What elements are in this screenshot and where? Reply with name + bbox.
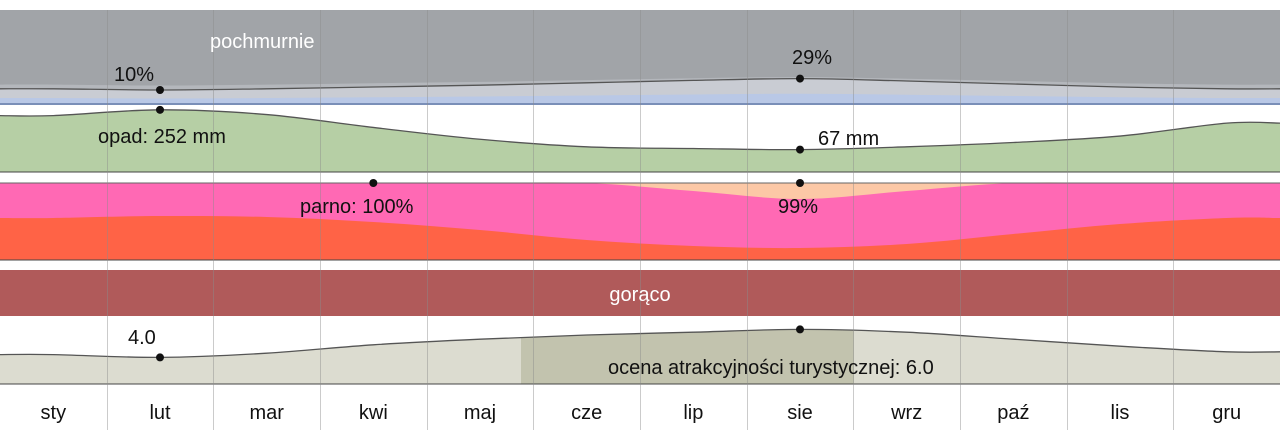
humidity-band — [0, 179, 1280, 261]
humidity-min-label: 99% — [778, 196, 818, 218]
tourism-line — [0, 328, 1280, 359]
month-label-9: paź — [997, 402, 1029, 424]
month-label-4: maj — [464, 402, 496, 424]
tourism-min-label: 4.0 — [128, 327, 156, 349]
precipitation-min-point — [796, 145, 804, 154]
precip-max-label: opad: 252 mm — [98, 126, 226, 148]
precipitation-area — [0, 109, 1280, 172]
humidity-oppressive-area — [0, 215, 1280, 260]
month-label-5: cze — [571, 402, 602, 424]
humidity-max-point — [369, 179, 378, 187]
precipitation-band — [0, 105, 1280, 173]
month-label-8: wrz — [890, 402, 922, 424]
month-label-3: kwi — [359, 402, 388, 424]
month-label-11: gru — [1212, 402, 1241, 424]
month-label-6: lip — [683, 402, 703, 424]
month-label-2: mar — [249, 402, 284, 424]
humidity-min-point — [796, 179, 804, 187]
tourism-max-label: ocena atrakcyjności turystycznej: 6.0 — [608, 357, 934, 379]
clouds-band — [0, 10, 1280, 105]
tourism-max-point — [796, 325, 804, 334]
temperature-hot-area — [0, 270, 1280, 316]
clouds-min-label: 10% — [114, 64, 154, 86]
tourism-min-point — [156, 353, 164, 362]
clouds-max-label: 29% — [792, 47, 832, 69]
month-label-1: lut — [149, 402, 171, 424]
clouds-max-point — [796, 74, 804, 83]
month-label-0: sty — [41, 402, 67, 424]
month-label-10: lis — [1111, 402, 1130, 424]
clouds-line — [0, 77, 1280, 91]
tourism-band — [0, 325, 1280, 385]
humidity-comfortable-area — [0, 182, 1280, 199]
temperature-band-label: gorąco — [609, 284, 670, 306]
month-axis: sty lut mar kwi maj cze lip sie wrz paź lis gru — [41, 402, 1242, 424]
precip-min-label: 67 mm — [818, 128, 879, 150]
clouds-clear-area — [0, 93, 1280, 104]
clouds-min-point — [156, 86, 164, 94]
precipitation-line — [0, 109, 1280, 151]
month-gridlines — [107, 10, 1174, 430]
precipitation-max-point — [156, 105, 164, 114]
clouds-band-label: pochmurnie — [210, 31, 315, 53]
month-label-7: sie — [787, 402, 813, 424]
temperature-band — [0, 270, 1280, 316]
tourism-best-period-area — [521, 330, 854, 384]
humidity-max-label: parno: 100% — [300, 196, 414, 218]
band-labels: pochmurnie 10% 29% opad: 252 mm 67 mm pa… — [98, 31, 934, 379]
